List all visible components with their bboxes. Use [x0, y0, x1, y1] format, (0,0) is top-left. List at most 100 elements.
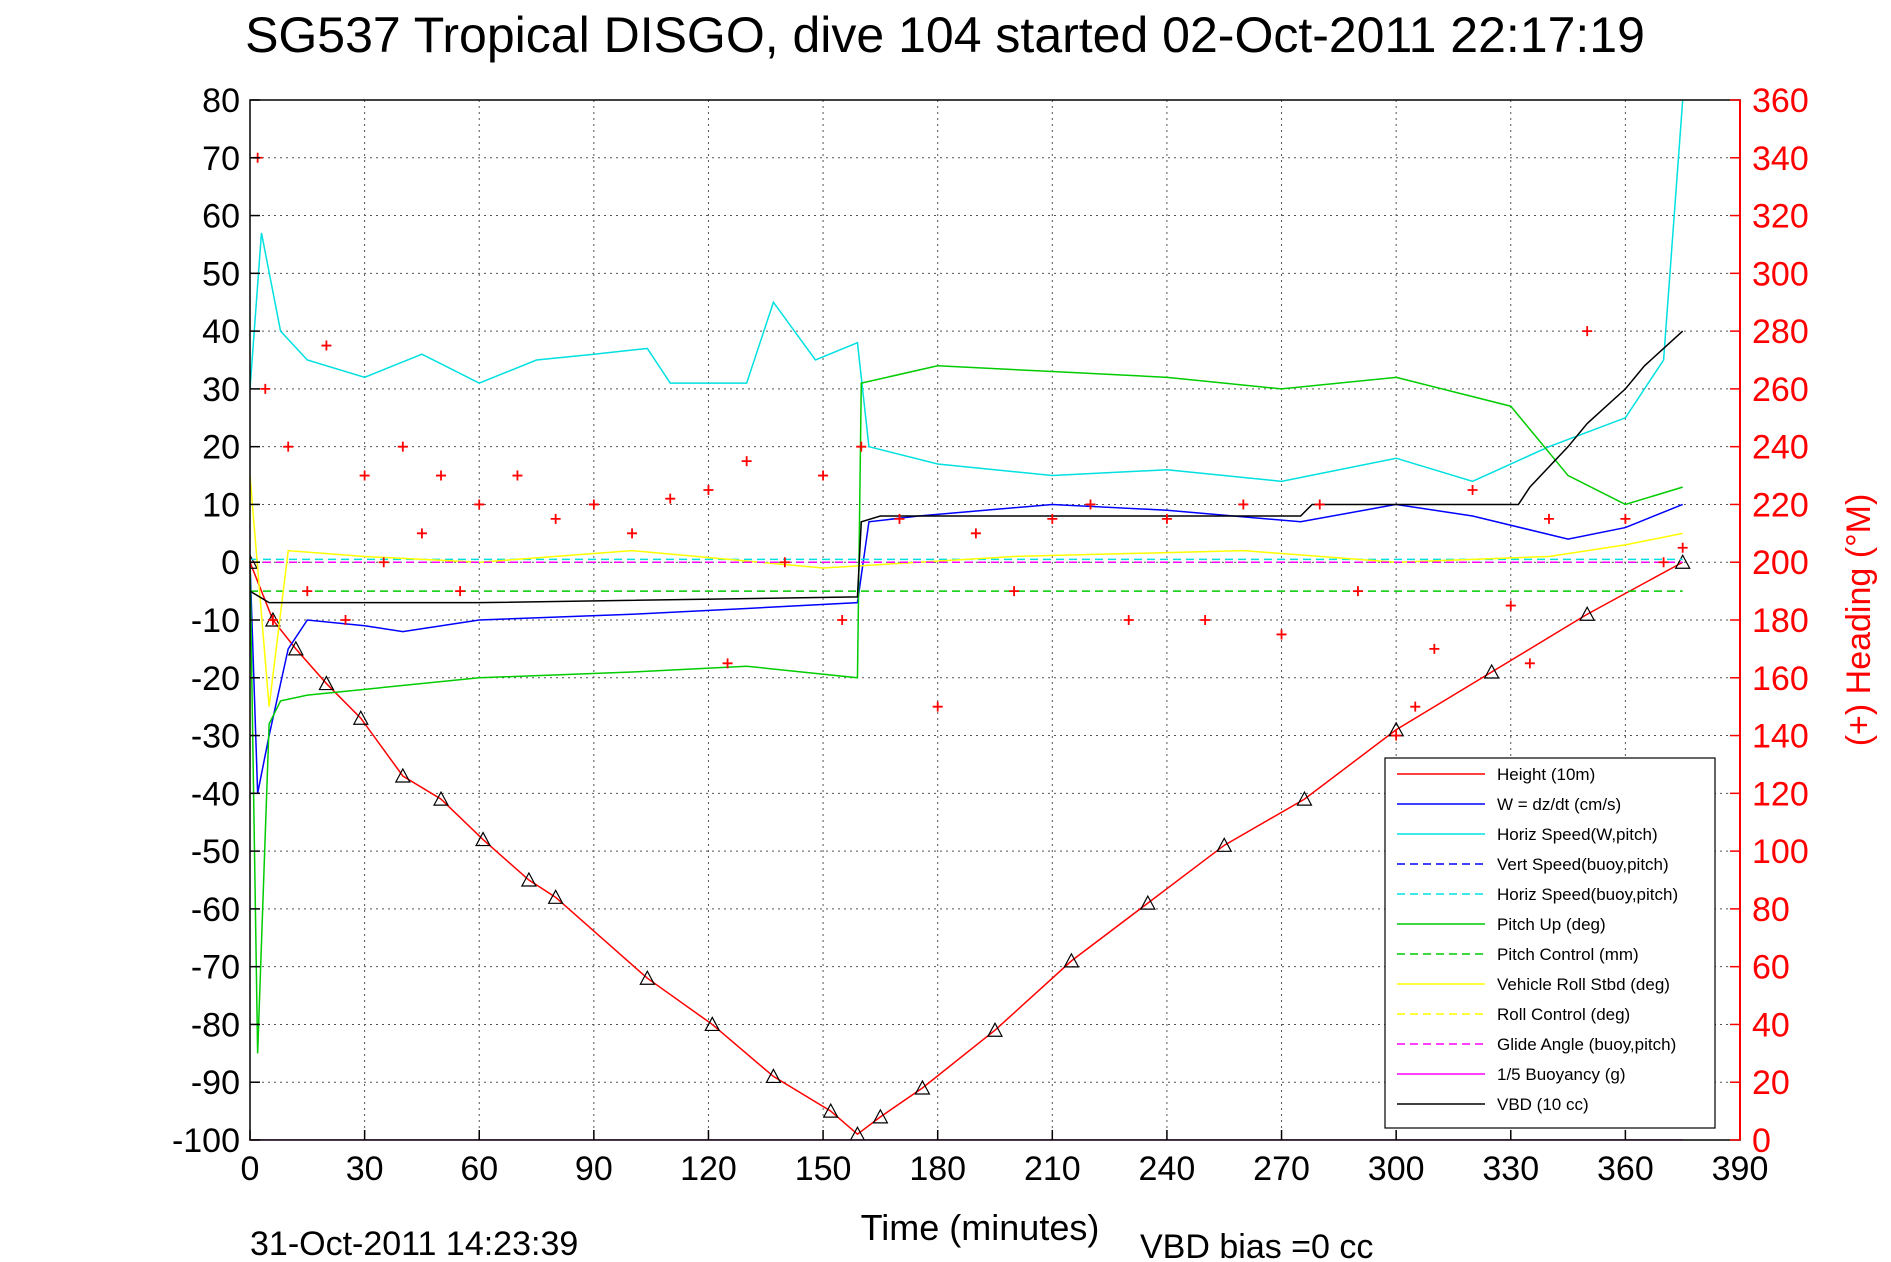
heading-marker	[722, 658, 733, 669]
y-tick-label: 20	[202, 429, 240, 467]
y-tick-label: 80	[202, 82, 240, 120]
y-tick-label: 70	[202, 140, 240, 178]
heading-marker	[1009, 586, 1020, 597]
y-tick-label: -80	[191, 1006, 240, 1044]
y-tick-label: 50	[202, 255, 240, 293]
legend-entry: Horiz Speed(buoy,pitch)	[1497, 885, 1678, 904]
plot-area	[250, 100, 1691, 1140]
heading-marker	[1524, 658, 1535, 669]
y-right-tick-label: 320	[1752, 198, 1809, 236]
heading-marker	[1582, 326, 1593, 337]
height-marker	[1216, 837, 1233, 852]
heading-marker	[1047, 513, 1058, 524]
legend-entry: Roll Control (deg)	[1497, 1005, 1630, 1024]
heading-marker	[1467, 485, 1478, 495]
heading-marker	[837, 615, 848, 625]
legend-entry: Height (10m)	[1497, 765, 1595, 784]
heading-marker	[1123, 615, 1134, 625]
height-marker	[849, 1125, 866, 1140]
heading-marker	[1658, 557, 1669, 568]
y-tick-label: -20	[191, 660, 240, 698]
y-tick-label: -100	[172, 1122, 240, 1160]
y-right-tick-label: 160	[1752, 660, 1809, 698]
x-tick-label: 0	[241, 1150, 260, 1188]
y-right-tick-label: 0	[1752, 1122, 1771, 1160]
x-tick-label: 330	[1482, 1150, 1539, 1188]
y-right-tick-label: 180	[1752, 602, 1809, 640]
heading-marker	[1505, 600, 1516, 611]
heading-marker	[1677, 542, 1688, 553]
height-markers	[250, 553, 1691, 1140]
heading-marker	[321, 340, 332, 351]
legend-entry: Pitch Control (mm)	[1497, 945, 1639, 964]
y-right-tick-label: 140	[1752, 718, 1809, 756]
heading-marker	[1238, 499, 1249, 510]
y-tick-label: 10	[202, 486, 240, 524]
chart-title: SG537 Tropical DISGO, dive 104 started 0…	[245, 7, 1645, 63]
x-axis-label: Time (minutes)	[861, 1207, 1100, 1248]
heading-marker	[1543, 513, 1554, 524]
y-right-tick-label: 260	[1752, 371, 1809, 409]
legend: Height (10m) W = dz/dt (cm/s) Horiz Speed(…	[1384, 757, 1716, 1129]
x-tick-label: 90	[575, 1150, 613, 1188]
height-marker	[1296, 790, 1313, 806]
height-marker	[872, 1108, 889, 1124]
legend-entry: Glide Angle (buoy,pitch)	[1497, 1035, 1676, 1054]
heading-marker	[779, 557, 790, 568]
x-tick-label: 150	[795, 1150, 852, 1188]
y-right-tick-label: 340	[1752, 140, 1809, 178]
height-marker	[704, 1016, 721, 1032]
heading-marker	[1200, 615, 1211, 625]
vbd-bias-note: VBD bias =0 cc	[1140, 1228, 1373, 1262]
x-tick-label: 30	[346, 1150, 384, 1188]
ticks: 0 30 60 90 120 150 180 210 240 270 300 330 360 390807…	[172, 82, 1809, 1188]
y-right-tick-label: 300	[1752, 255, 1809, 293]
heading-marker	[302, 586, 313, 597]
x-tick-label: 300	[1368, 1150, 1425, 1188]
y-right-tick-label: 220	[1752, 486, 1809, 524]
y-tick-label: -70	[191, 949, 240, 987]
heading-markers	[250, 152, 1688, 741]
series-horiz-speed-w-pitch	[250, 100, 1684, 483]
y-right-tick-label: 60	[1752, 949, 1790, 987]
height-marker	[1579, 605, 1596, 621]
legend-entry: Pitch Up (deg)	[1497, 915, 1606, 934]
heading-marker	[359, 470, 370, 481]
y-right-tick-label: 80	[1752, 891, 1790, 929]
y-tick-label: -90	[191, 1064, 240, 1102]
heading-marker	[260, 383, 271, 394]
height-marker	[520, 871, 537, 887]
series-pitch-up-deg	[250, 365, 1683, 1054]
heading-marker	[932, 701, 943, 712]
y-right-tick-label: 20	[1752, 1064, 1790, 1102]
y-tick-label: -40	[191, 775, 240, 813]
heading-marker	[267, 615, 278, 625]
heading-marker	[397, 441, 408, 452]
heading-marker	[588, 499, 599, 510]
legend-entry: 1/5 Buoyancy (g)	[1497, 1065, 1626, 1084]
series-w-dz-dt-cm-s	[250, 503, 1683, 794]
heading-marker	[1391, 730, 1402, 741]
heading-marker	[818, 470, 829, 481]
y-tick-label: 40	[202, 313, 240, 351]
x-tick-label: 60	[460, 1150, 498, 1188]
series-height-10m	[250, 561, 1684, 1136]
heading-marker	[703, 485, 714, 495]
heading-marker	[416, 528, 427, 539]
height-marker	[1674, 553, 1691, 569]
heading-marker	[283, 441, 294, 452]
heading-marker	[1410, 701, 1421, 712]
y-right-tick-label: 40	[1752, 1006, 1790, 1044]
heading-marker	[474, 499, 485, 510]
heading-marker	[378, 557, 389, 568]
height-marker	[765, 1068, 782, 1084]
y-tick-label: 30	[202, 371, 240, 409]
height-marker	[287, 640, 304, 656]
x-tick-label: 240	[1139, 1150, 1196, 1188]
y-right-tick-label: 200	[1752, 544, 1809, 582]
heading-marker	[627, 528, 638, 539]
y-right-tick-label: 120	[1752, 775, 1809, 813]
y-right-tick-label: 360	[1752, 82, 1809, 120]
height-marker	[1483, 663, 1500, 679]
